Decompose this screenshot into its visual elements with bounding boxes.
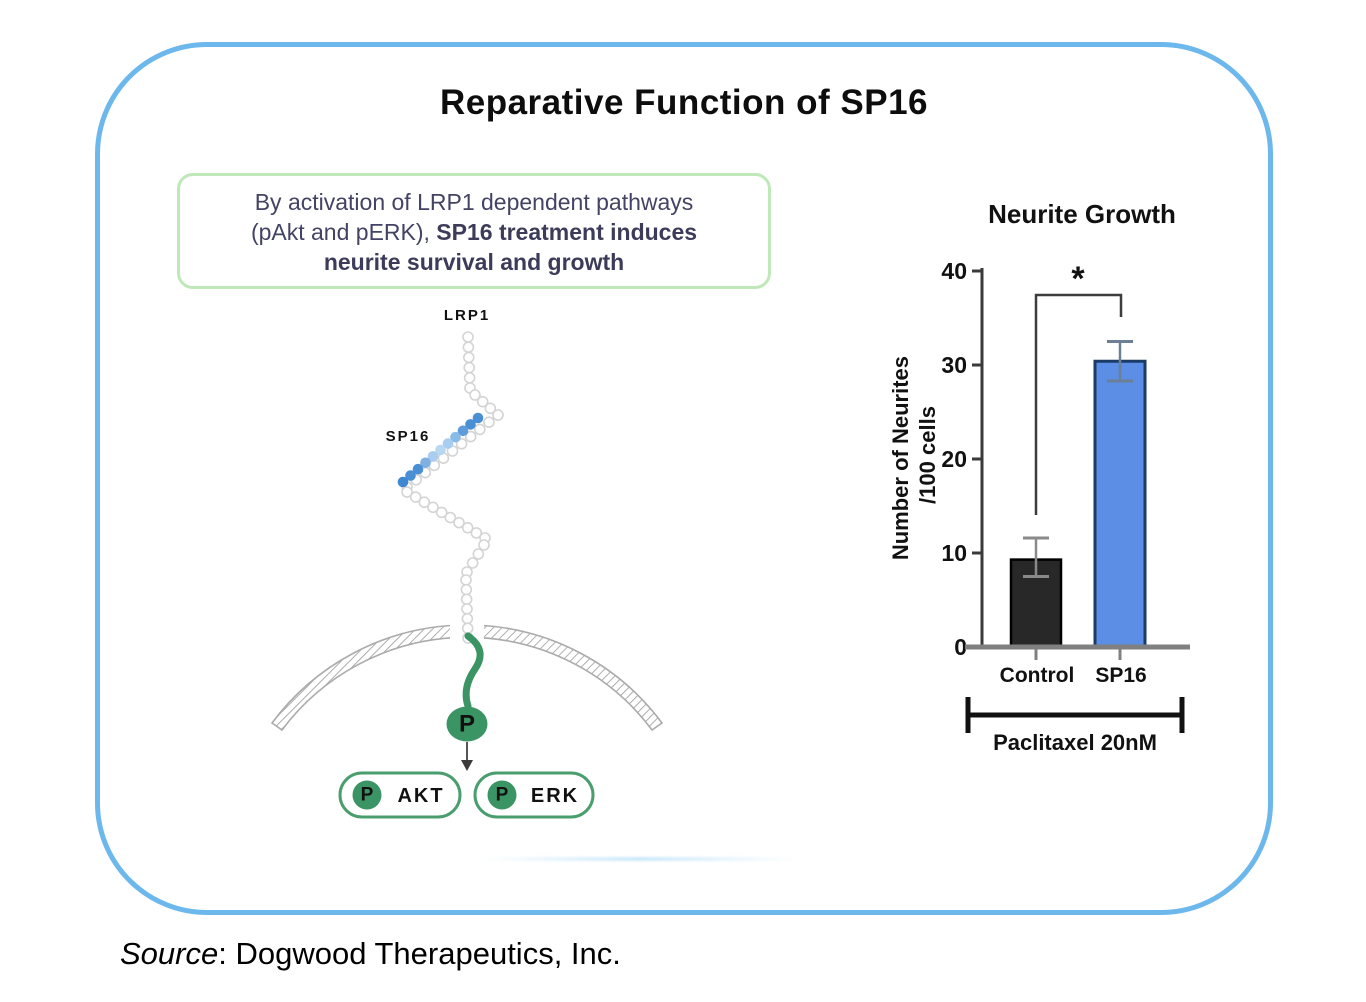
callout-line2-normal: (pAkt and pERK),: [250, 219, 437, 245]
pathway-diagram: LRP1 SP16 P P AKT P ERK: [270, 307, 664, 819]
phospho-circle: [446, 706, 488, 742]
sp16-label: SP16: [386, 428, 431, 445]
x-axis-ticks: [1034, 649, 1122, 660]
svg-text:20: 20: [941, 446, 967, 472]
svg-text:30: 30: [941, 352, 967, 378]
chart-title: Neurite Growth: [988, 199, 1176, 229]
figure-title: Reparative Function of SP16: [439, 83, 929, 122]
source-label: Source: [120, 936, 219, 971]
erk-label: ERK: [531, 785, 579, 807]
signal-squiggle: [462, 632, 484, 710]
y-tick-labels: 0 10 20 30 40: [941, 258, 967, 660]
svg-text:0: 0: [954, 634, 967, 660]
category-label-control: Control: [1000, 664, 1075, 687]
neurite-growth-chart: Neurite Growth Number of Neurites /100 c…: [888, 199, 1190, 755]
svg-text:40: 40: [941, 258, 967, 284]
erk-node: P ERK: [473, 771, 595, 819]
akt-label: AKT: [397, 785, 444, 807]
group-bracket: [965, 697, 1185, 733]
cell-membrane-arc: [270, 624, 664, 732]
akt-phospho-letter: P: [361, 785, 374, 806]
error-bar-sp16: [1107, 340, 1133, 383]
group-label: Paclitaxel 20nM: [993, 730, 1157, 755]
svg-text:10: 10: [941, 540, 967, 566]
error-bar-control: [1023, 536, 1049, 578]
erk-phospho-icon: [487, 780, 517, 810]
bar-sp16: [1093, 359, 1147, 649]
akt-node: P AKT: [338, 771, 462, 819]
callout-box: By activation of LRP1 dependent pathways…: [177, 173, 771, 289]
source-caption: Source: Dogwood Therapeutics, Inc.: [120, 936, 621, 972]
significance-asterisk: *: [1071, 260, 1085, 298]
significance-bracket: [1034, 293, 1123, 515]
category-label-sp16: SP16: [1095, 664, 1146, 687]
phospho-letter: P: [459, 711, 475, 738]
akt-phospho-icon: [352, 780, 382, 810]
callout-line1: By activation of LRP1 dependent pathways: [254, 189, 694, 215]
sp16-ligand-beads: [397, 412, 484, 488]
callout-line3-bold: neurite survival and growth: [323, 249, 625, 275]
signal-arrow-head: [461, 760, 473, 771]
figure-card: Reparative Function of SP16 By activatio…: [95, 42, 1273, 915]
receptor-chain: [401, 331, 504, 644]
y-axis-label: Number of Neurites /100 cells: [888, 350, 940, 560]
erk-phospho-letter: P: [496, 785, 509, 806]
artifact-line: [485, 857, 795, 861]
callout-line2-bold: SP16 treatment induces: [436, 219, 698, 245]
source-text: : Dogwood Therapeutics, Inc.: [218, 936, 621, 971]
lrp1-label: LRP1: [444, 307, 490, 324]
